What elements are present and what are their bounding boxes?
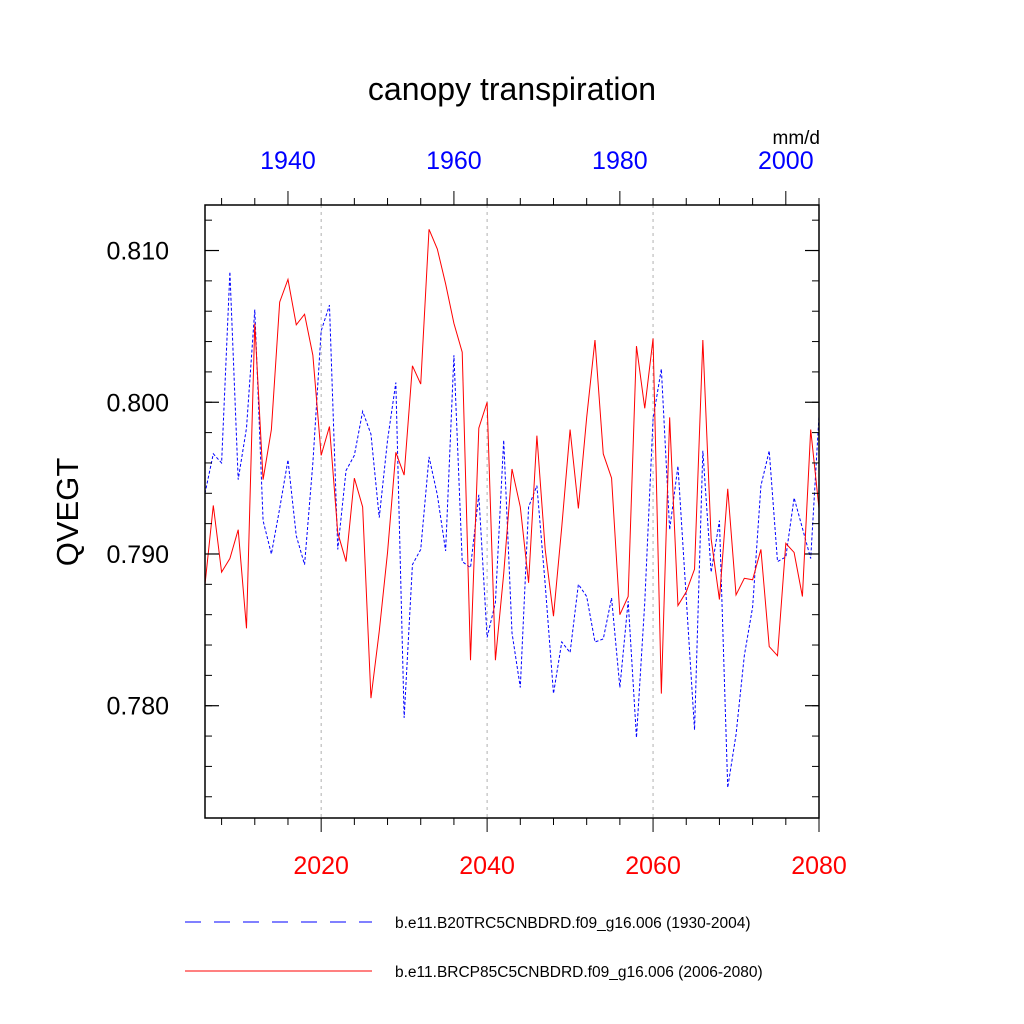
y-axis-label: QVEGT <box>50 458 85 567</box>
x-top-tick-label: 2000 <box>758 147 814 175</box>
units-label: mm/d <box>773 128 821 149</box>
series-line-historical <box>204 271 820 788</box>
legend: b.e11.B20TRC5CNBDRD.f09_g16.006 (1930-20… <box>185 915 763 981</box>
y-tick-label: 0.790 <box>106 541 169 569</box>
x-top-tick-label: 1980 <box>592 147 648 175</box>
grid-lines <box>320 205 654 818</box>
legend-label-rcp85: b.e11.BRCP85C5CNBDRD.f09_g16.006 (2006-2… <box>395 964 763 981</box>
x-top-tick-label: 1940 <box>260 147 316 175</box>
x-bottom-tick-label: 2020 <box>293 852 349 880</box>
axes-group: 0.780 0.790 0.800 0.810 2020 2040 2060 2080 1940… <box>106 147 846 880</box>
x-bottom-tick-label: 2040 <box>459 852 515 880</box>
x-top-tick-label: 1960 <box>426 147 482 175</box>
chart-title: canopy transpiration <box>368 71 656 107</box>
x-bottom-tick-label: 2060 <box>625 852 681 880</box>
series-group <box>204 229 820 788</box>
y-tick-label: 0.800 <box>106 389 169 417</box>
y-tick-label: 0.780 <box>106 693 169 721</box>
y-tick-label: 0.810 <box>106 238 169 266</box>
plot-frame <box>204 204 820 819</box>
series-line-rcp85 <box>204 229 820 699</box>
legend-label-historical: b.e11.B20TRC5CNBDRD.f09_g16.006 (1930-20… <box>395 915 751 932</box>
x-bottom-tick-label: 2080 <box>791 852 847 880</box>
